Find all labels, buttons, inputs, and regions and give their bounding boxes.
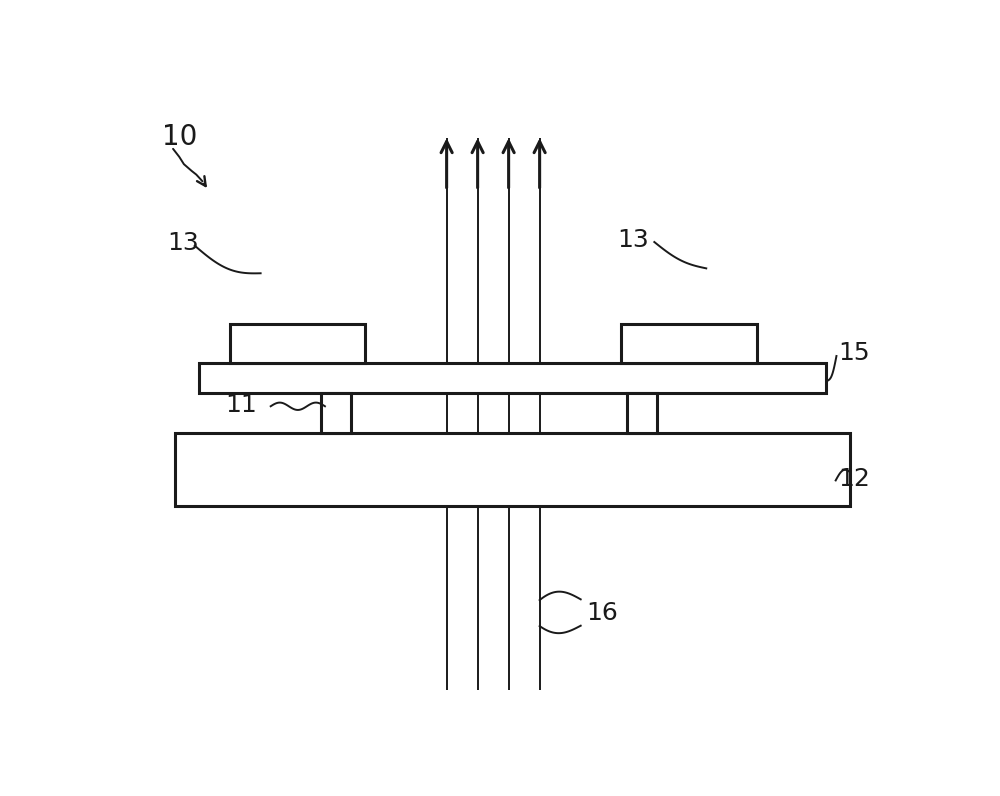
Bar bbox=[627, 392, 657, 433]
Bar bbox=[321, 392, 351, 433]
Bar bbox=[199, 363, 826, 392]
Text: 16: 16 bbox=[586, 602, 618, 626]
Text: 13: 13 bbox=[168, 231, 199, 255]
Text: 10: 10 bbox=[162, 123, 198, 151]
Text: 12: 12 bbox=[838, 466, 870, 490]
Text: 11: 11 bbox=[226, 393, 258, 417]
Bar bbox=[175, 433, 850, 506]
Text: 13: 13 bbox=[617, 228, 649, 252]
Bar bbox=[621, 323, 757, 363]
Text: 15: 15 bbox=[838, 341, 870, 365]
Bar bbox=[230, 323, 365, 363]
